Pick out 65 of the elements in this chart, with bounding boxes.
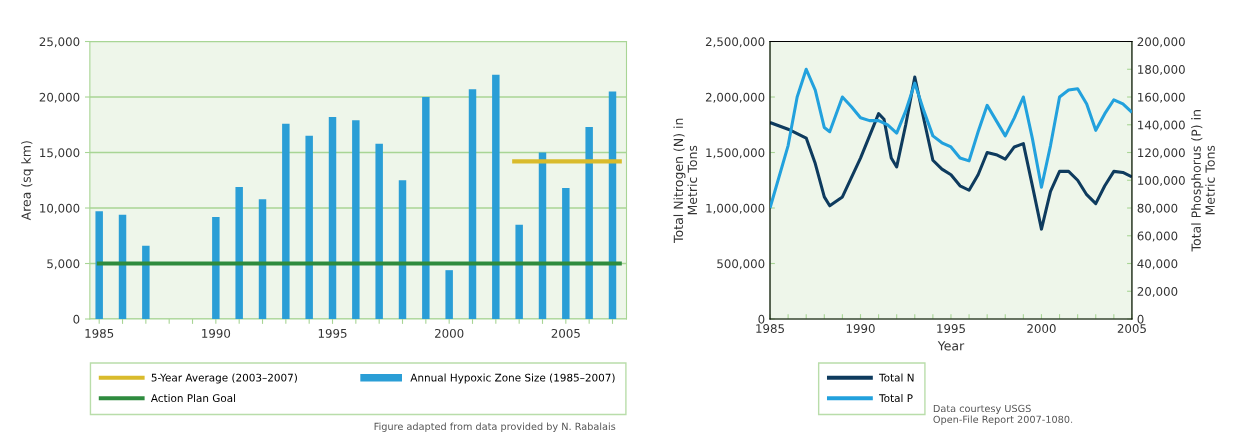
y-tick-label: 2,000,000 bbox=[705, 92, 765, 103]
y-tick-label: 15,000 bbox=[40, 148, 80, 159]
bar bbox=[608, 91, 617, 320]
bar bbox=[562, 188, 570, 320]
bar bbox=[445, 270, 453, 320]
y2-tick-label: 160,000 bbox=[1138, 92, 1185, 103]
text: Figure adapted from data provided by N. Rabalais bbox=[374, 422, 616, 432]
y-tick-label: 10,000 bbox=[40, 203, 80, 214]
x-tick-label: 1995 bbox=[937, 324, 965, 334]
y2-tick-label: 40,000 bbox=[1137, 259, 1178, 270]
bar bbox=[422, 97, 430, 320]
bar bbox=[142, 245, 150, 320]
y2-tick-label: 180,000 bbox=[1138, 64, 1185, 76]
bar bbox=[375, 143, 383, 320]
line-series bbox=[770, 67, 1132, 210]
x-tick-label: 2005 bbox=[551, 328, 580, 338]
bar bbox=[352, 120, 360, 320]
legend-label: Total N bbox=[879, 373, 914, 382]
bar bbox=[515, 224, 523, 320]
y-tick-label: 5,000 bbox=[47, 259, 80, 270]
y2-tick-label: 140,000 bbox=[1138, 120, 1185, 131]
x-tick-label: 1985 bbox=[756, 324, 785, 334]
bar bbox=[95, 211, 103, 320]
bar bbox=[235, 186, 243, 320]
bar bbox=[468, 89, 477, 320]
legend-label: 5-Year Average (2003–2007) bbox=[151, 373, 297, 384]
y2-tick-label: 0 bbox=[1137, 314, 1144, 324]
legend-label: Action Plan Goal bbox=[150, 393, 236, 403]
x-tick-label: 1990 bbox=[846, 324, 875, 334]
y2-axis-title: Total Phosphorus (P) in Metric Tons bbox=[1191, 110, 1215, 252]
x-axis-title: Year bbox=[937, 341, 965, 351]
y2-tick-label: 120,000 bbox=[1138, 148, 1185, 159]
y-tick-label: 0 bbox=[73, 314, 80, 324]
y-tick-label: 25,000 bbox=[39, 37, 80, 48]
y-tick-label: 20,000 bbox=[39, 92, 80, 103]
x-tick-label: 1995 bbox=[318, 328, 347, 338]
y2-tick-label: 80,000 bbox=[1137, 203, 1178, 214]
bar bbox=[258, 199, 267, 320]
y2-tick-label: 100,000 bbox=[1138, 175, 1185, 187]
x-tick-label: 1990 bbox=[202, 328, 231, 338]
bar bbox=[492, 74, 500, 320]
bar bbox=[305, 135, 313, 320]
bar bbox=[212, 216, 220, 320]
x-tick-label: 2000 bbox=[435, 328, 464, 338]
y-tick-label: 2,500,000 bbox=[705, 37, 765, 48]
text: Data courtesy USGS Open-File Report 2007-1080. bbox=[933, 404, 1073, 425]
y-tick-label: 0 bbox=[758, 314, 765, 324]
y-tick-label: 1,000,000 bbox=[706, 203, 765, 214]
x-tick-label: 2005 bbox=[1117, 324, 1146, 334]
legend-label: Annual Hypoxic Zone Size (1985–2007) bbox=[410, 373, 615, 384]
bar bbox=[585, 126, 593, 320]
y-tick-label: 500,000 bbox=[717, 259, 765, 270]
bar bbox=[398, 180, 407, 320]
y-tick-label: 1,500,000 bbox=[706, 148, 765, 159]
x-tick-label: 1985 bbox=[85, 328, 114, 338]
x-tick-label: 2000 bbox=[1027, 324, 1056, 334]
y2-tick-label: 20,000 bbox=[1137, 286, 1178, 298]
line-series bbox=[770, 75, 1132, 231]
legend-label: Total P bbox=[879, 393, 913, 403]
y-axis-title: Total Nitrogen (N) in Metric Tons bbox=[673, 118, 698, 243]
bar bbox=[328, 116, 337, 320]
bar bbox=[282, 123, 290, 320]
y2-tick-label: 60,000 bbox=[1137, 231, 1178, 242]
y2-tick-label: 200,000 bbox=[1137, 37, 1185, 48]
y-axis-title: Area (sq km) bbox=[21, 141, 34, 221]
